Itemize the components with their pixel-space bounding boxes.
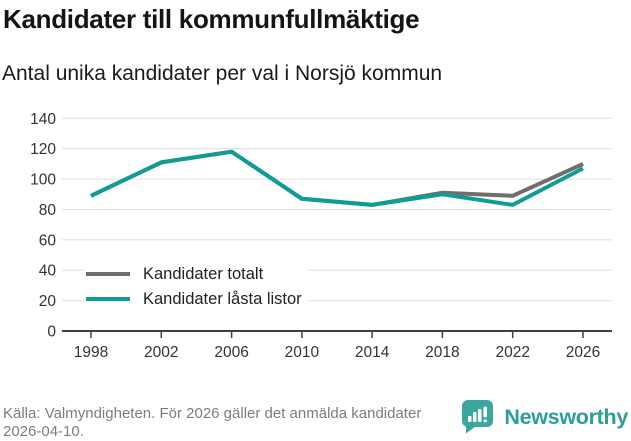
legend-item-locked-lists: Kandidater låsta listor [86, 288, 302, 310]
x-tick-label: 2002 [144, 344, 178, 361]
x-tick-label: 2018 [425, 344, 459, 361]
y-tick-label: 140 [30, 111, 56, 128]
newsworthy-logo: Newsworthy [461, 398, 628, 435]
source-note: Källa: Valmyndigheten. För 2026 gäller d… [3, 405, 422, 440]
y-tick-label: 80 [39, 202, 57, 219]
y-tick-label: 0 [47, 324, 56, 341]
legend-label-total: Kandidater totalt [143, 264, 264, 283]
y-tick-label: 20 [39, 293, 57, 310]
legend-item-total: Kandidater totalt [86, 263, 302, 285]
y-tick-label: 60 [39, 232, 57, 249]
series-line-0 [90, 149, 584, 207]
x-tick-label: 1998 [74, 344, 108, 361]
newsworthy-logo-text: Newsworthy [504, 405, 628, 429]
chart-legend: Kandidater totalt Kandidater låsta listo… [84, 261, 308, 312]
y-tick-label: 120 [30, 141, 56, 158]
legend-swatch-locked-lists [86, 297, 130, 301]
y-tick-label: 100 [30, 172, 56, 189]
legend-swatch-total [86, 272, 130, 276]
newsworthy-icon [462, 400, 494, 434]
legend-label-locked-lists: Kandidater låsta listor [143, 289, 302, 308]
chart-title: Kandidater till kommunfullmäktige [3, 4, 420, 34]
x-tick-label: 2026 [566, 344, 600, 361]
x-tick-label: 2010 [285, 344, 320, 361]
y-tick-label: 40 [39, 263, 57, 280]
x-tick-label: 2006 [214, 344, 248, 361]
series-line-1 [90, 149, 584, 207]
chart-subtitle: Antal unika kandidater per val i Norsjö … [2, 62, 443, 85]
x-tick-label: 2014 [355, 344, 390, 361]
x-tick-label: 2022 [495, 344, 529, 361]
